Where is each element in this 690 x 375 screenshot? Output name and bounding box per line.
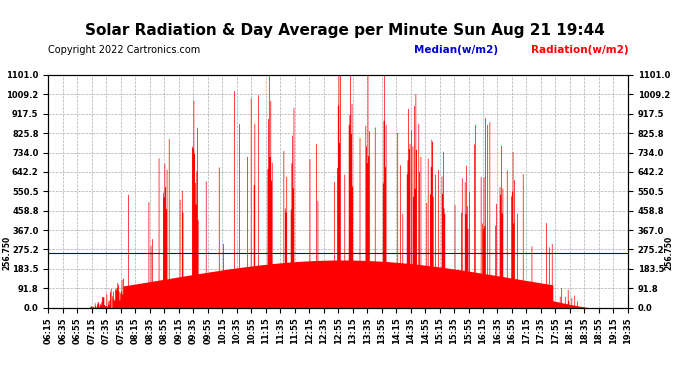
Text: Radiation(w/m2): Radiation(w/m2) — [531, 45, 629, 55]
Text: Copyright 2022 Cartronics.com: Copyright 2022 Cartronics.com — [48, 45, 201, 55]
Text: Solar Radiation & Day Average per Minute Sun Aug 21 19:44: Solar Radiation & Day Average per Minute… — [85, 22, 605, 38]
Text: Median(w/m2): Median(w/m2) — [414, 45, 498, 55]
Text: 256.750: 256.750 — [2, 236, 11, 270]
Text: 256.750: 256.750 — [664, 236, 673, 270]
